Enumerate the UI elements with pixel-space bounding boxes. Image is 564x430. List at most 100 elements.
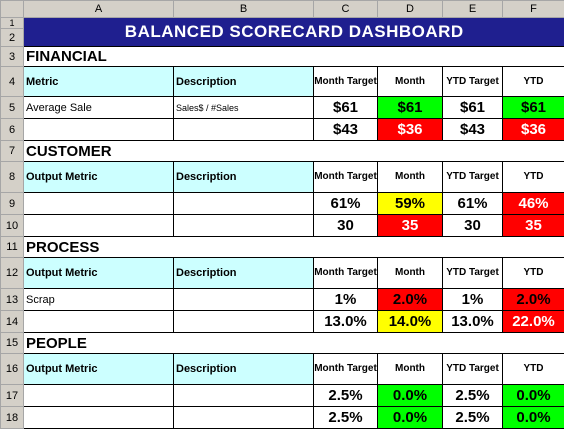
column-header-a[interactable]: A: [23, 0, 174, 18]
header-ytd[interactable]: YTD: [502, 353, 564, 385]
row-header-2[interactable]: 2: [0, 28, 24, 47]
cell-description[interactable]: Sales$ / #Sales: [173, 96, 314, 119]
row-header-11[interactable]: 11: [0, 236, 24, 258]
cell-metric[interactable]: [23, 406, 174, 429]
header-ytd-target[interactable]: YTD Target: [442, 353, 503, 385]
cell-description[interactable]: [173, 288, 314, 311]
header-month-target[interactable]: Month Target: [313, 66, 378, 97]
row-header-18[interactable]: 18: [0, 406, 24, 429]
row-header-12[interactable]: 12: [0, 257, 24, 289]
header-month-target[interactable]: Month Target: [313, 353, 378, 385]
header-output-metric[interactable]: Output Metric: [23, 257, 174, 289]
cell-ytd[interactable]: 22.0%: [502, 310, 564, 333]
cell-ytd[interactable]: 2.0%: [502, 288, 564, 311]
cell-metric[interactable]: [23, 384, 174, 407]
header-ytd-target[interactable]: YTD Target: [442, 66, 503, 97]
cell-ytd-target[interactable]: 13.0%: [442, 310, 503, 333]
header-month[interactable]: Month: [377, 66, 443, 97]
cell-description[interactable]: [173, 384, 314, 407]
header-description[interactable]: Description: [173, 353, 314, 385]
column-header-c[interactable]: C: [313, 0, 378, 18]
cell-month-target[interactable]: 13.0%: [313, 310, 378, 333]
cell-month[interactable]: $61: [377, 96, 443, 119]
row-header-9[interactable]: 9: [0, 192, 24, 215]
cell-month[interactable]: 35: [377, 214, 443, 237]
cell-month-target[interactable]: 2.5%: [313, 406, 378, 429]
section-customer[interactable]: CUSTOMER: [23, 140, 564, 162]
row-header-14[interactable]: 14: [0, 310, 24, 333]
header-month[interactable]: Month: [377, 161, 443, 193]
cell-ytd[interactable]: $36: [502, 118, 564, 141]
cell-ytd-target[interactable]: $43: [442, 118, 503, 141]
cell-ytd[interactable]: 35: [502, 214, 564, 237]
cell-ytd-target[interactable]: 61%: [442, 192, 503, 215]
cell-month-target[interactable]: 61%: [313, 192, 378, 215]
row-header-16[interactable]: 16: [0, 353, 24, 385]
header-output-metric[interactable]: Output Metric: [23, 353, 174, 385]
column-header-d[interactable]: D: [377, 0, 443, 18]
cell-month-target[interactable]: $61: [313, 96, 378, 119]
select-all-corner[interactable]: [0, 0, 24, 18]
section-financial[interactable]: FINANCIAL: [23, 46, 564, 67]
cell-description[interactable]: [173, 118, 314, 141]
header-description[interactable]: Description: [173, 66, 314, 97]
cell-ytd-target[interactable]: 2.5%: [442, 406, 503, 429]
row-header-3[interactable]: 3: [0, 46, 24, 67]
cell-description[interactable]: [173, 192, 314, 215]
section-people[interactable]: PEOPLE: [23, 332, 564, 354]
row-header-10[interactable]: 10: [0, 214, 24, 237]
cell-ytd[interactable]: 46%: [502, 192, 564, 215]
column-header-b[interactable]: B: [173, 0, 314, 18]
row-header-7[interactable]: 7: [0, 140, 24, 162]
row-header-5[interactable]: 5: [0, 96, 24, 119]
header-output-metric[interactable]: Output Metric: [23, 161, 174, 193]
section-process[interactable]: PROCESS: [23, 236, 564, 258]
cell-ytd[interactable]: 0.0%: [502, 384, 564, 407]
cell-metric[interactable]: [23, 192, 174, 215]
cell-description[interactable]: [173, 214, 314, 237]
row-header-1[interactable]: 1: [0, 17, 24, 29]
cell-month[interactable]: 2.0%: [377, 288, 443, 311]
row-header-6[interactable]: 6: [0, 118, 24, 141]
header-month[interactable]: Month: [377, 257, 443, 289]
header-ytd-target[interactable]: YTD Target: [442, 161, 503, 193]
header-description[interactable]: Description: [173, 161, 314, 193]
row-header-4[interactable]: 4: [0, 66, 24, 97]
cell-month-target[interactable]: $43: [313, 118, 378, 141]
header-description[interactable]: Description: [173, 257, 314, 289]
cell-ytd-target[interactable]: 1%: [442, 288, 503, 311]
row-header-8[interactable]: 8: [0, 161, 24, 193]
cell-month-target[interactable]: 2.5%: [313, 384, 378, 407]
cell-month[interactable]: 14.0%: [377, 310, 443, 333]
header-month-target[interactable]: Month Target: [313, 161, 378, 193]
header-month[interactable]: Month: [377, 353, 443, 385]
cell-ytd[interactable]: 0.0%: [502, 406, 564, 429]
header-ytd[interactable]: YTD: [502, 257, 564, 289]
column-header-f[interactable]: F: [502, 0, 564, 18]
row-header-17[interactable]: 17: [0, 384, 24, 407]
header-ytd-target[interactable]: YTD Target: [442, 257, 503, 289]
cell-ytd-target[interactable]: 2.5%: [442, 384, 503, 407]
header-ytd[interactable]: YTD: [502, 66, 564, 97]
cell-ytd[interactable]: $61: [502, 96, 564, 119]
cell-month[interactable]: 59%: [377, 192, 443, 215]
cell-month[interactable]: 0.0%: [377, 406, 443, 429]
cell-month[interactable]: 0.0%: [377, 384, 443, 407]
dashboard-title[interactable]: BALANCED SCORECARD DASHBOARD: [23, 17, 564, 47]
cell-metric[interactable]: Average Sale: [23, 96, 174, 119]
cell-metric[interactable]: [23, 214, 174, 237]
header-ytd[interactable]: YTD: [502, 161, 564, 193]
header-month-target[interactable]: Month Target: [313, 257, 378, 289]
row-header-13[interactable]: 13: [0, 288, 24, 311]
cell-month-target[interactable]: 1%: [313, 288, 378, 311]
cell-ytd-target[interactable]: 30: [442, 214, 503, 237]
header-metric[interactable]: Metric: [23, 66, 174, 97]
cell-metric[interactable]: [23, 118, 174, 141]
cell-metric[interactable]: Scrap: [23, 288, 174, 311]
column-header-e[interactable]: E: [442, 0, 503, 18]
cell-description[interactable]: [173, 406, 314, 429]
cell-month-target[interactable]: 30: [313, 214, 378, 237]
cell-month[interactable]: $36: [377, 118, 443, 141]
row-header-15[interactable]: 15: [0, 332, 24, 354]
cell-ytd-target[interactable]: $61: [442, 96, 503, 119]
